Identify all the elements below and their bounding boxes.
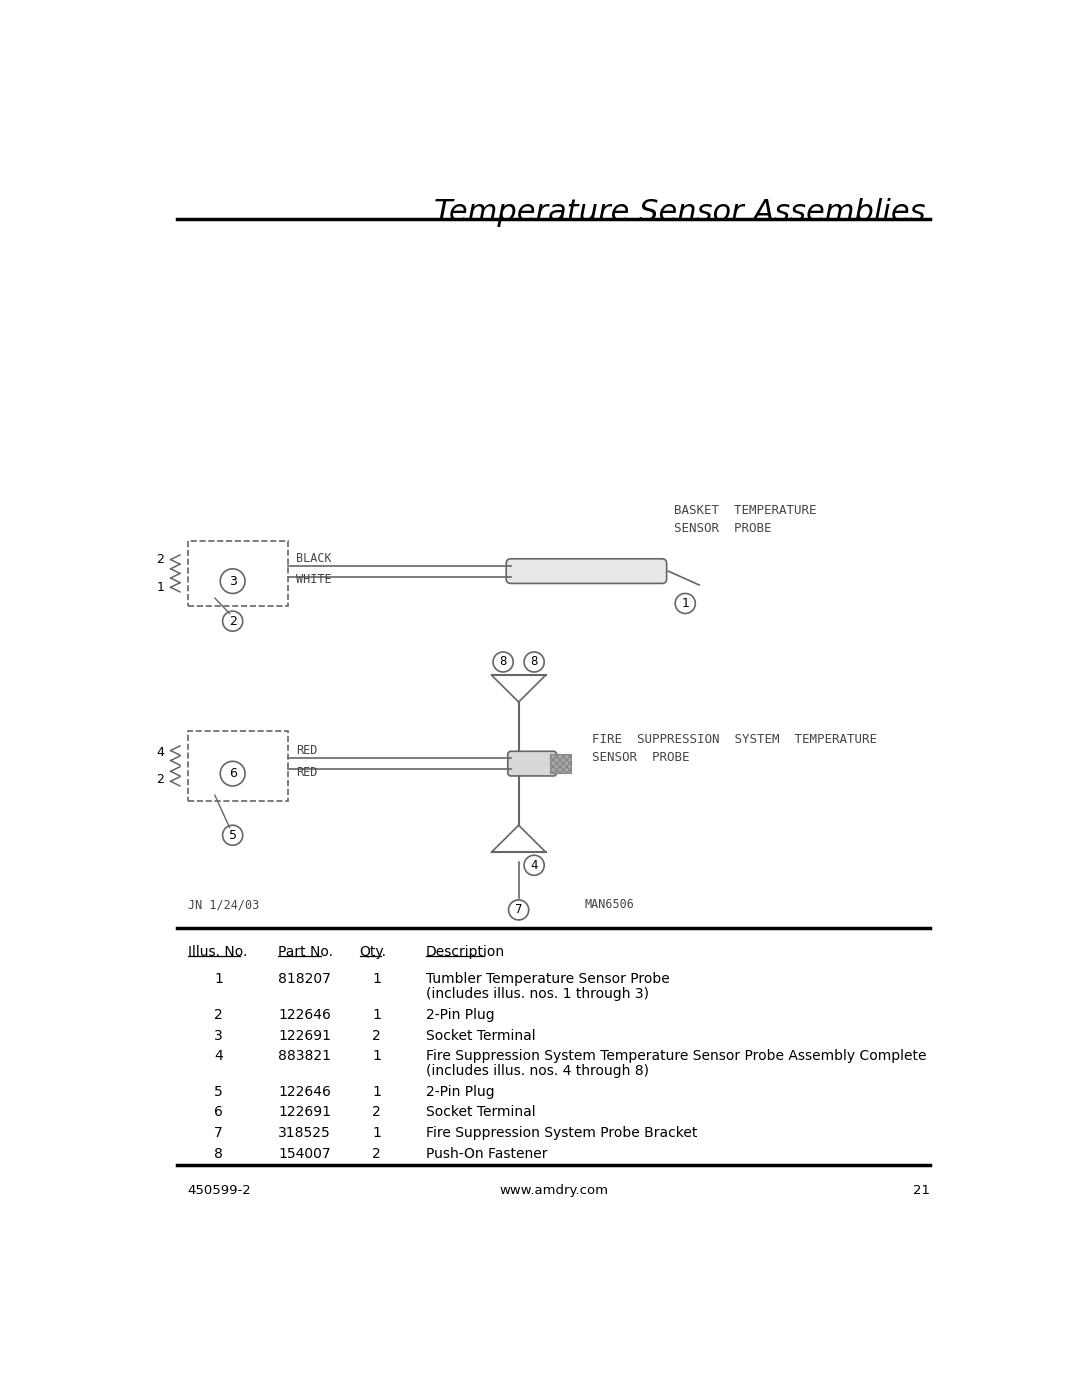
FancyBboxPatch shape [508, 752, 556, 775]
Text: 450599-2: 450599-2 [188, 1185, 252, 1197]
Text: 6: 6 [214, 1105, 224, 1119]
Text: Description: Description [426, 944, 504, 958]
Text: Socket Terminal: Socket Terminal [426, 1028, 536, 1042]
Text: 7: 7 [214, 1126, 224, 1140]
Text: 3: 3 [229, 574, 237, 588]
Text: 122646: 122646 [279, 1084, 332, 1098]
Text: Illus. No.: Illus. No. [188, 944, 247, 958]
Text: 2: 2 [157, 553, 164, 566]
Bar [188, 541, 288, 606]
Circle shape [494, 652, 513, 672]
Text: 8: 8 [530, 655, 538, 669]
Text: Qty.: Qty. [360, 944, 387, 958]
Text: (includes illus. nos. 1 through 3): (includes illus. nos. 1 through 3) [426, 986, 649, 1000]
Circle shape [524, 855, 544, 876]
Text: 4: 4 [530, 859, 538, 872]
Text: Tumbler Temperature Sensor Probe: Tumbler Temperature Sensor Probe [426, 972, 670, 986]
Text: www.amdry.com: www.amdry.com [499, 1185, 608, 1197]
Text: 3: 3 [214, 1028, 224, 1042]
Text: MAN6506: MAN6506 [584, 898, 634, 911]
Text: 8: 8 [499, 655, 507, 669]
Text: 5: 5 [229, 828, 237, 842]
Text: FIRE  SUPPRESSION  SYSTEM  TEMPERATURE
SENSOR  PROBE: FIRE SUPPRESSION SYSTEM TEMPERATURE SENS… [592, 733, 877, 764]
Text: 2: 2 [157, 774, 164, 787]
Circle shape [675, 594, 696, 613]
Text: Part No.: Part No. [279, 944, 334, 958]
Text: BASKET  TEMPERATURE
SENSOR  PROBE: BASKET TEMPERATURE SENSOR PROBE [674, 504, 816, 535]
Text: 2: 2 [373, 1147, 381, 1161]
Text: 4: 4 [157, 746, 164, 759]
Text: WHITE: WHITE [296, 573, 332, 587]
Text: RED: RED [296, 745, 318, 757]
Text: Push-On Fastener: Push-On Fastener [426, 1147, 548, 1161]
Text: 318525: 318525 [279, 1126, 332, 1140]
Text: 7: 7 [515, 904, 523, 916]
Bar [550, 754, 571, 773]
Text: 1: 1 [373, 1126, 381, 1140]
Text: 122691: 122691 [279, 1105, 332, 1119]
Text: BLACK: BLACK [296, 552, 332, 564]
Text: (includes illus. nos. 4 through 8): (includes illus. nos. 4 through 8) [426, 1065, 649, 1078]
Text: 1: 1 [214, 972, 224, 986]
Text: 1: 1 [157, 581, 164, 594]
Text: 122646: 122646 [279, 1007, 332, 1021]
Circle shape [220, 761, 245, 787]
Circle shape [524, 652, 544, 672]
Text: 8: 8 [214, 1147, 224, 1161]
Text: Socket Terminal: Socket Terminal [426, 1105, 536, 1119]
FancyBboxPatch shape [507, 559, 666, 584]
Text: 6: 6 [229, 767, 237, 780]
Text: 122691: 122691 [279, 1028, 332, 1042]
Text: 2: 2 [229, 615, 237, 627]
Text: 2: 2 [214, 1007, 224, 1021]
Circle shape [222, 826, 243, 845]
Text: 4: 4 [214, 1049, 224, 1063]
Text: 2-Pin Plug: 2-Pin Plug [426, 1007, 495, 1021]
Text: 21: 21 [914, 1185, 930, 1197]
Circle shape [222, 610, 243, 631]
Text: 1: 1 [373, 1084, 381, 1098]
Text: 1: 1 [373, 972, 381, 986]
Text: Temperature Sensor Assemblies: Temperature Sensor Assemblies [434, 197, 926, 226]
Text: 2-Pin Plug: 2-Pin Plug [426, 1084, 495, 1098]
Circle shape [509, 900, 529, 921]
Bar [188, 731, 288, 800]
Text: 2: 2 [373, 1028, 381, 1042]
Circle shape [220, 569, 245, 594]
Text: 1: 1 [373, 1049, 381, 1063]
Text: Fire Suppression System Probe Bracket: Fire Suppression System Probe Bracket [426, 1126, 697, 1140]
Text: 818207: 818207 [279, 972, 332, 986]
Text: Fire Suppression System Temperature Sensor Probe Assembly Complete: Fire Suppression System Temperature Sens… [426, 1049, 927, 1063]
Text: 883821: 883821 [279, 1049, 332, 1063]
Text: 154007: 154007 [279, 1147, 330, 1161]
Text: 1: 1 [681, 597, 689, 610]
Text: 5: 5 [214, 1084, 224, 1098]
Text: 2: 2 [373, 1105, 381, 1119]
Text: 1: 1 [373, 1007, 381, 1021]
Text: RED: RED [296, 766, 318, 778]
Text: JN 1/24/03: JN 1/24/03 [188, 898, 259, 911]
